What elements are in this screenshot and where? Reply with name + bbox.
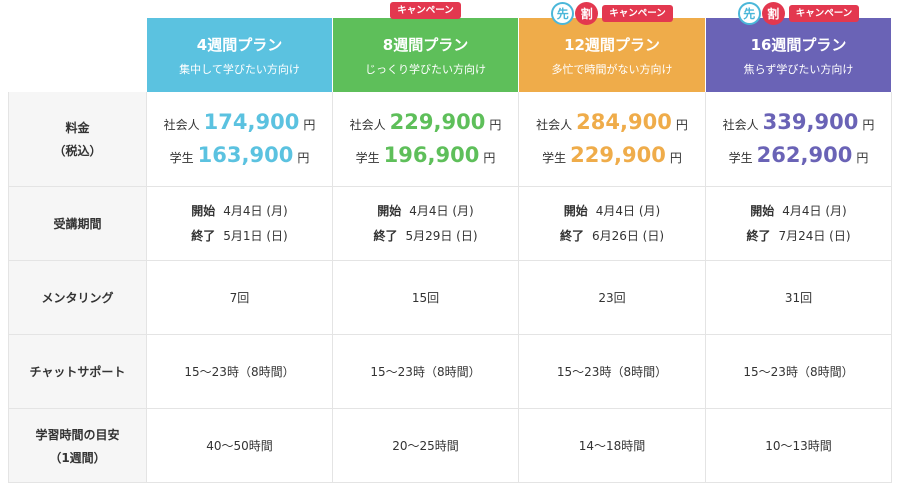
- start-date: 4月4日 (月): [409, 204, 474, 218]
- mentoring-cell-4w: 7回: [147, 261, 333, 335]
- row-header-label: 受講期間: [53, 217, 102, 231]
- worker-label: 社会人: [722, 118, 759, 132]
- student-label: 学生: [728, 151, 753, 165]
- yen-label: 円: [297, 151, 310, 165]
- student-price: 163,900: [197, 143, 294, 167]
- row-header-mentoring: メンタリング: [8, 261, 147, 335]
- plan-header-16w: 先 割 キャンペーン 16週間プラン 焦らず学びたい方向け: [706, 2, 892, 92]
- worker-price: 284,900: [576, 110, 672, 134]
- yen-label: 円: [483, 151, 496, 165]
- study-cell-8w: 20〜25時間: [333, 409, 519, 483]
- plan-subtitle: じっくり学びたい方向け: [365, 62, 486, 76]
- yen-label: 円: [856, 151, 869, 165]
- campaign-badge: キャンペーン: [390, 2, 461, 19]
- yen-label: 円: [303, 118, 316, 132]
- row-header-study: 学習時間の目安 （1週間）: [8, 409, 147, 483]
- row-header-chat: チャットサポート: [8, 335, 147, 409]
- chat-cell-12w: 15〜23時（8時間）: [519, 335, 706, 409]
- campaign-badge: キャンペーン: [602, 5, 673, 22]
- price-cell-8w: 社会人 229,900 円 学生 196,900 円: [333, 92, 519, 187]
- campaign-badge: キャンペーン: [788, 5, 860, 22]
- plan-badges: キャンペーン: [333, 2, 518, 19]
- yen-label: 円: [675, 118, 688, 132]
- price-cell-12w: 社会人 284,900 円 学生 229,900 円: [519, 92, 706, 187]
- end-label: 終了: [559, 229, 584, 243]
- saki-badge: 先: [737, 2, 761, 25]
- mentoring-cell-16w: 31回: [706, 261, 892, 335]
- student-price: 262,900: [756, 143, 853, 167]
- mentoring-cell-12w: 23回: [519, 261, 706, 335]
- chat-cell-16w: 15〜23時（8時間）: [706, 335, 892, 409]
- table-corner: [8, 18, 147, 92]
- row-header-sublabel: （1週間）: [49, 450, 106, 465]
- student-label: 学生: [542, 151, 567, 165]
- start-date: 4月4日 (月): [595, 204, 661, 218]
- plan-comparison-table: 4週間プラン 集中して学びたい方向け キャンペーン 8週間プラン じっくり学びた…: [8, 2, 892, 483]
- plan-badges: 先 割 キャンペーン: [519, 2, 705, 25]
- chat-cell-4w: 15〜23時（8時間）: [147, 335, 333, 409]
- row-header-label: チャットサポート: [29, 365, 126, 379]
- start-label: 開始: [563, 204, 588, 218]
- student-price: 196,900: [383, 143, 480, 167]
- study-cell-4w: 40〜50時間: [147, 409, 333, 483]
- price-cell-16w: 社会人 339,900 円 学生 262,900 円: [706, 92, 892, 187]
- yen-label: 円: [489, 118, 502, 132]
- mentoring-cell-8w: 15回: [333, 261, 519, 335]
- worker-price: 174,900: [203, 110, 300, 134]
- student-label: 学生: [355, 151, 380, 165]
- row-header-label: メンタリング: [41, 291, 114, 305]
- row-header-label: 料金: [65, 121, 90, 135]
- wari-badge: 割: [761, 2, 785, 25]
- early-discount-badge: 先 割: [551, 2, 599, 25]
- worker-price: 229,900: [389, 110, 486, 134]
- plan-title: 12週間プラン: [564, 35, 660, 54]
- start-label: 開始: [750, 204, 775, 218]
- row-header-period: 受講期間: [8, 187, 147, 261]
- plan-header-12w: 先 割 キャンペーン 12週間プラン 多忙で時間がない方向け: [519, 2, 706, 92]
- row-header-label: 学習時間の目安: [35, 427, 120, 442]
- period-cell-12w: 開始 4月4日 (月) 終了 6月26日 (日): [519, 187, 706, 261]
- study-cell-12w: 14〜18時間: [519, 409, 706, 483]
- price-cell-4w: 社会人 174,900 円 学生 163,900 円: [147, 92, 333, 187]
- chat-cell-8w: 15〜23時（8時間）: [333, 335, 519, 409]
- period-cell-8w: 開始 4月4日 (月) 終了 5月29日 (日): [333, 187, 519, 261]
- period-cell-16w: 開始 4月4日 (月) 終了 7月24日 (日): [706, 187, 892, 261]
- early-discount-badge: 先 割: [737, 2, 785, 25]
- plan-title: 8週間プラン: [382, 35, 469, 54]
- end-date: 6月26日 (日): [591, 229, 665, 243]
- row-header-sublabel: （税込）: [53, 144, 102, 158]
- start-date: 4月4日 (月): [782, 204, 847, 218]
- student-price: 229,900: [570, 143, 666, 167]
- plan-header-4w: 4週間プラン 集中して学びたい方向け: [147, 18, 333, 92]
- end-label: 終了: [191, 229, 216, 243]
- plan-header-8w: キャンペーン 8週間プラン じっくり学びたい方向け: [333, 2, 519, 92]
- period-cell-4w: 開始 4月4日 (月) 終了 5月1日 (日): [147, 187, 333, 261]
- end-date: 7月24日 (日): [778, 229, 851, 243]
- row-header-price: 料金 （税込）: [8, 92, 147, 187]
- start-date: 4月4日 (月): [223, 204, 288, 218]
- plan-title: 16週間プラン: [750, 35, 847, 54]
- saki-badge: 先: [551, 2, 575, 25]
- worker-label: 社会人: [536, 118, 573, 132]
- plan-subtitle: 多忙で時間がない方向け: [551, 62, 673, 76]
- student-label: 学生: [169, 151, 194, 165]
- yen-label: 円: [862, 118, 875, 132]
- worker-label: 社会人: [349, 118, 386, 132]
- start-label: 開始: [191, 204, 216, 218]
- study-cell-16w: 10〜13時間: [706, 409, 892, 483]
- end-date: 5月29日 (日): [405, 229, 478, 243]
- plan-subtitle: 集中して学びたい方向け: [179, 62, 300, 76]
- end-label: 終了: [373, 229, 398, 243]
- start-label: 開始: [377, 204, 402, 218]
- plan-title: 4週間プラン: [196, 35, 283, 54]
- end-date: 5月1日 (日): [223, 229, 288, 243]
- wari-badge: 割: [575, 2, 599, 25]
- end-label: 終了: [746, 229, 771, 243]
- worker-label: 社会人: [163, 118, 200, 132]
- worker-price: 339,900: [762, 110, 859, 134]
- plan-badges: 先 割 キャンペーン: [706, 2, 891, 25]
- plan-subtitle: 焦らず学びたい方向け: [743, 62, 854, 76]
- yen-label: 円: [669, 151, 682, 165]
